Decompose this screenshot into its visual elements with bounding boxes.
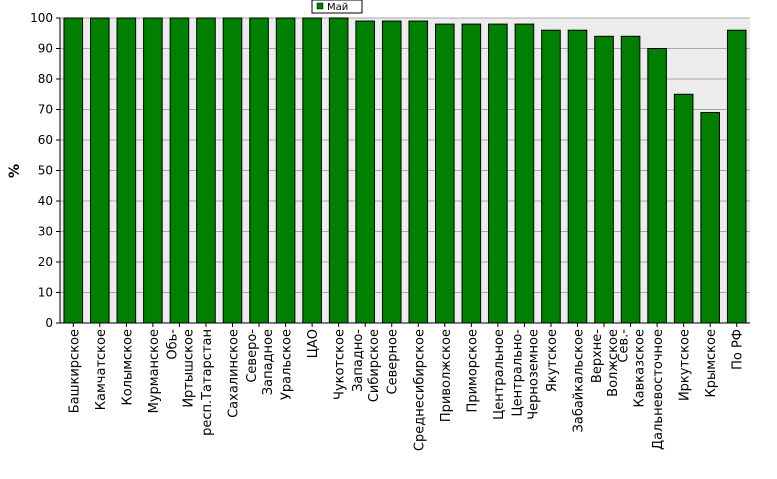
bar (169, 17, 190, 324)
y-tick-label: 90 (38, 42, 53, 56)
bar (673, 93, 694, 324)
bar (249, 17, 269, 324)
x-tick-label: Колымское (120, 329, 135, 406)
x-tick-label: Иркутское (678, 329, 693, 401)
x-tick-label: Камчатское (94, 329, 109, 410)
bar (514, 23, 535, 324)
x-tick-label: Черноземное (526, 329, 541, 420)
x-tick-label: Якутское (545, 329, 560, 392)
bar (143, 17, 163, 324)
bar (381, 20, 402, 324)
x-tick-label: Сибирское (367, 329, 382, 402)
y-tick-label: 40 (38, 194, 53, 208)
bar (726, 29, 747, 324)
x-tick-label: Сев.- (617, 329, 632, 363)
bar (408, 20, 429, 324)
x-tick-label: Башкирское (67, 329, 82, 413)
x-tick-label: ЦАО (306, 329, 321, 358)
y-tick-label: 30 (38, 225, 53, 239)
bars (63, 17, 747, 324)
bar (302, 17, 322, 324)
x-tick-label: Северо- (245, 329, 260, 383)
x-tick-label: Крымское (704, 329, 719, 398)
bar (355, 20, 375, 324)
bar (700, 112, 720, 324)
x-tick-label: Среднесибирское (412, 329, 427, 451)
bar (328, 17, 349, 324)
bar (90, 17, 110, 324)
legend-label: Май (327, 2, 348, 13)
bar (594, 35, 614, 324)
y-tick-label: 60 (38, 133, 53, 147)
x-tick-label: Северное (386, 329, 401, 394)
y-tick-label: 70 (38, 103, 53, 117)
x-tick-label: Чукотское (333, 329, 348, 400)
x-tick-label: Центральное (492, 329, 507, 420)
x-tick-label: Волжское (606, 329, 621, 397)
y-tick-label: 50 (38, 164, 53, 178)
bar (63, 17, 84, 324)
y-tick-label: 20 (38, 255, 53, 269)
x-tick-label: Верхне- (590, 329, 605, 383)
bar (461, 23, 482, 324)
bar (196, 17, 216, 324)
x-tick-label: Центрально- (510, 329, 525, 417)
x-axis: Башкирское Камчатское Колымское Мурманское О… (60, 322, 750, 451)
bar (647, 48, 667, 324)
y-tick-label: 80 (38, 72, 53, 86)
x-tick-label: Иртышское (181, 329, 196, 408)
x-tick-label: Обь- (165, 329, 180, 360)
bar (567, 29, 588, 324)
x-tick-label: Уральское (280, 329, 295, 400)
legend: Май (311, 0, 363, 14)
bar (435, 23, 455, 324)
x-tick-label: Мурманское (147, 329, 162, 413)
x-tick-label: Приволжское (439, 329, 454, 422)
x-tick-label: Дальневосточное (651, 329, 666, 450)
bar (488, 23, 508, 324)
y-tick-label: 10 (38, 286, 53, 300)
legend-swatch (316, 2, 324, 10)
x-tick-label: По РФ (731, 329, 746, 370)
x-tick-label: Кавказское (633, 329, 648, 408)
bar (275, 17, 296, 324)
x-tick-label: Приморское (465, 329, 480, 412)
x-tick-label: Забайкальское (572, 329, 587, 432)
legend-box (311, 0, 363, 14)
y-axis: 0 10 20 30 40 50 60 70 80 90 100 (30, 11, 61, 330)
bar (541, 29, 561, 324)
bar (620, 35, 641, 324)
x-tick-label: Западное (261, 329, 276, 395)
x-tick-label: респ.Татарстан (200, 329, 215, 436)
y-axis-label: % (7, 164, 23, 178)
x-tick-label: Западно- (351, 329, 366, 392)
x-tick-label: Сахалинское (227, 329, 242, 418)
bar (116, 17, 137, 324)
y-tick-label: 0 (45, 316, 53, 330)
y-tick-label: 100 (30, 11, 53, 25)
bar (222, 17, 243, 324)
